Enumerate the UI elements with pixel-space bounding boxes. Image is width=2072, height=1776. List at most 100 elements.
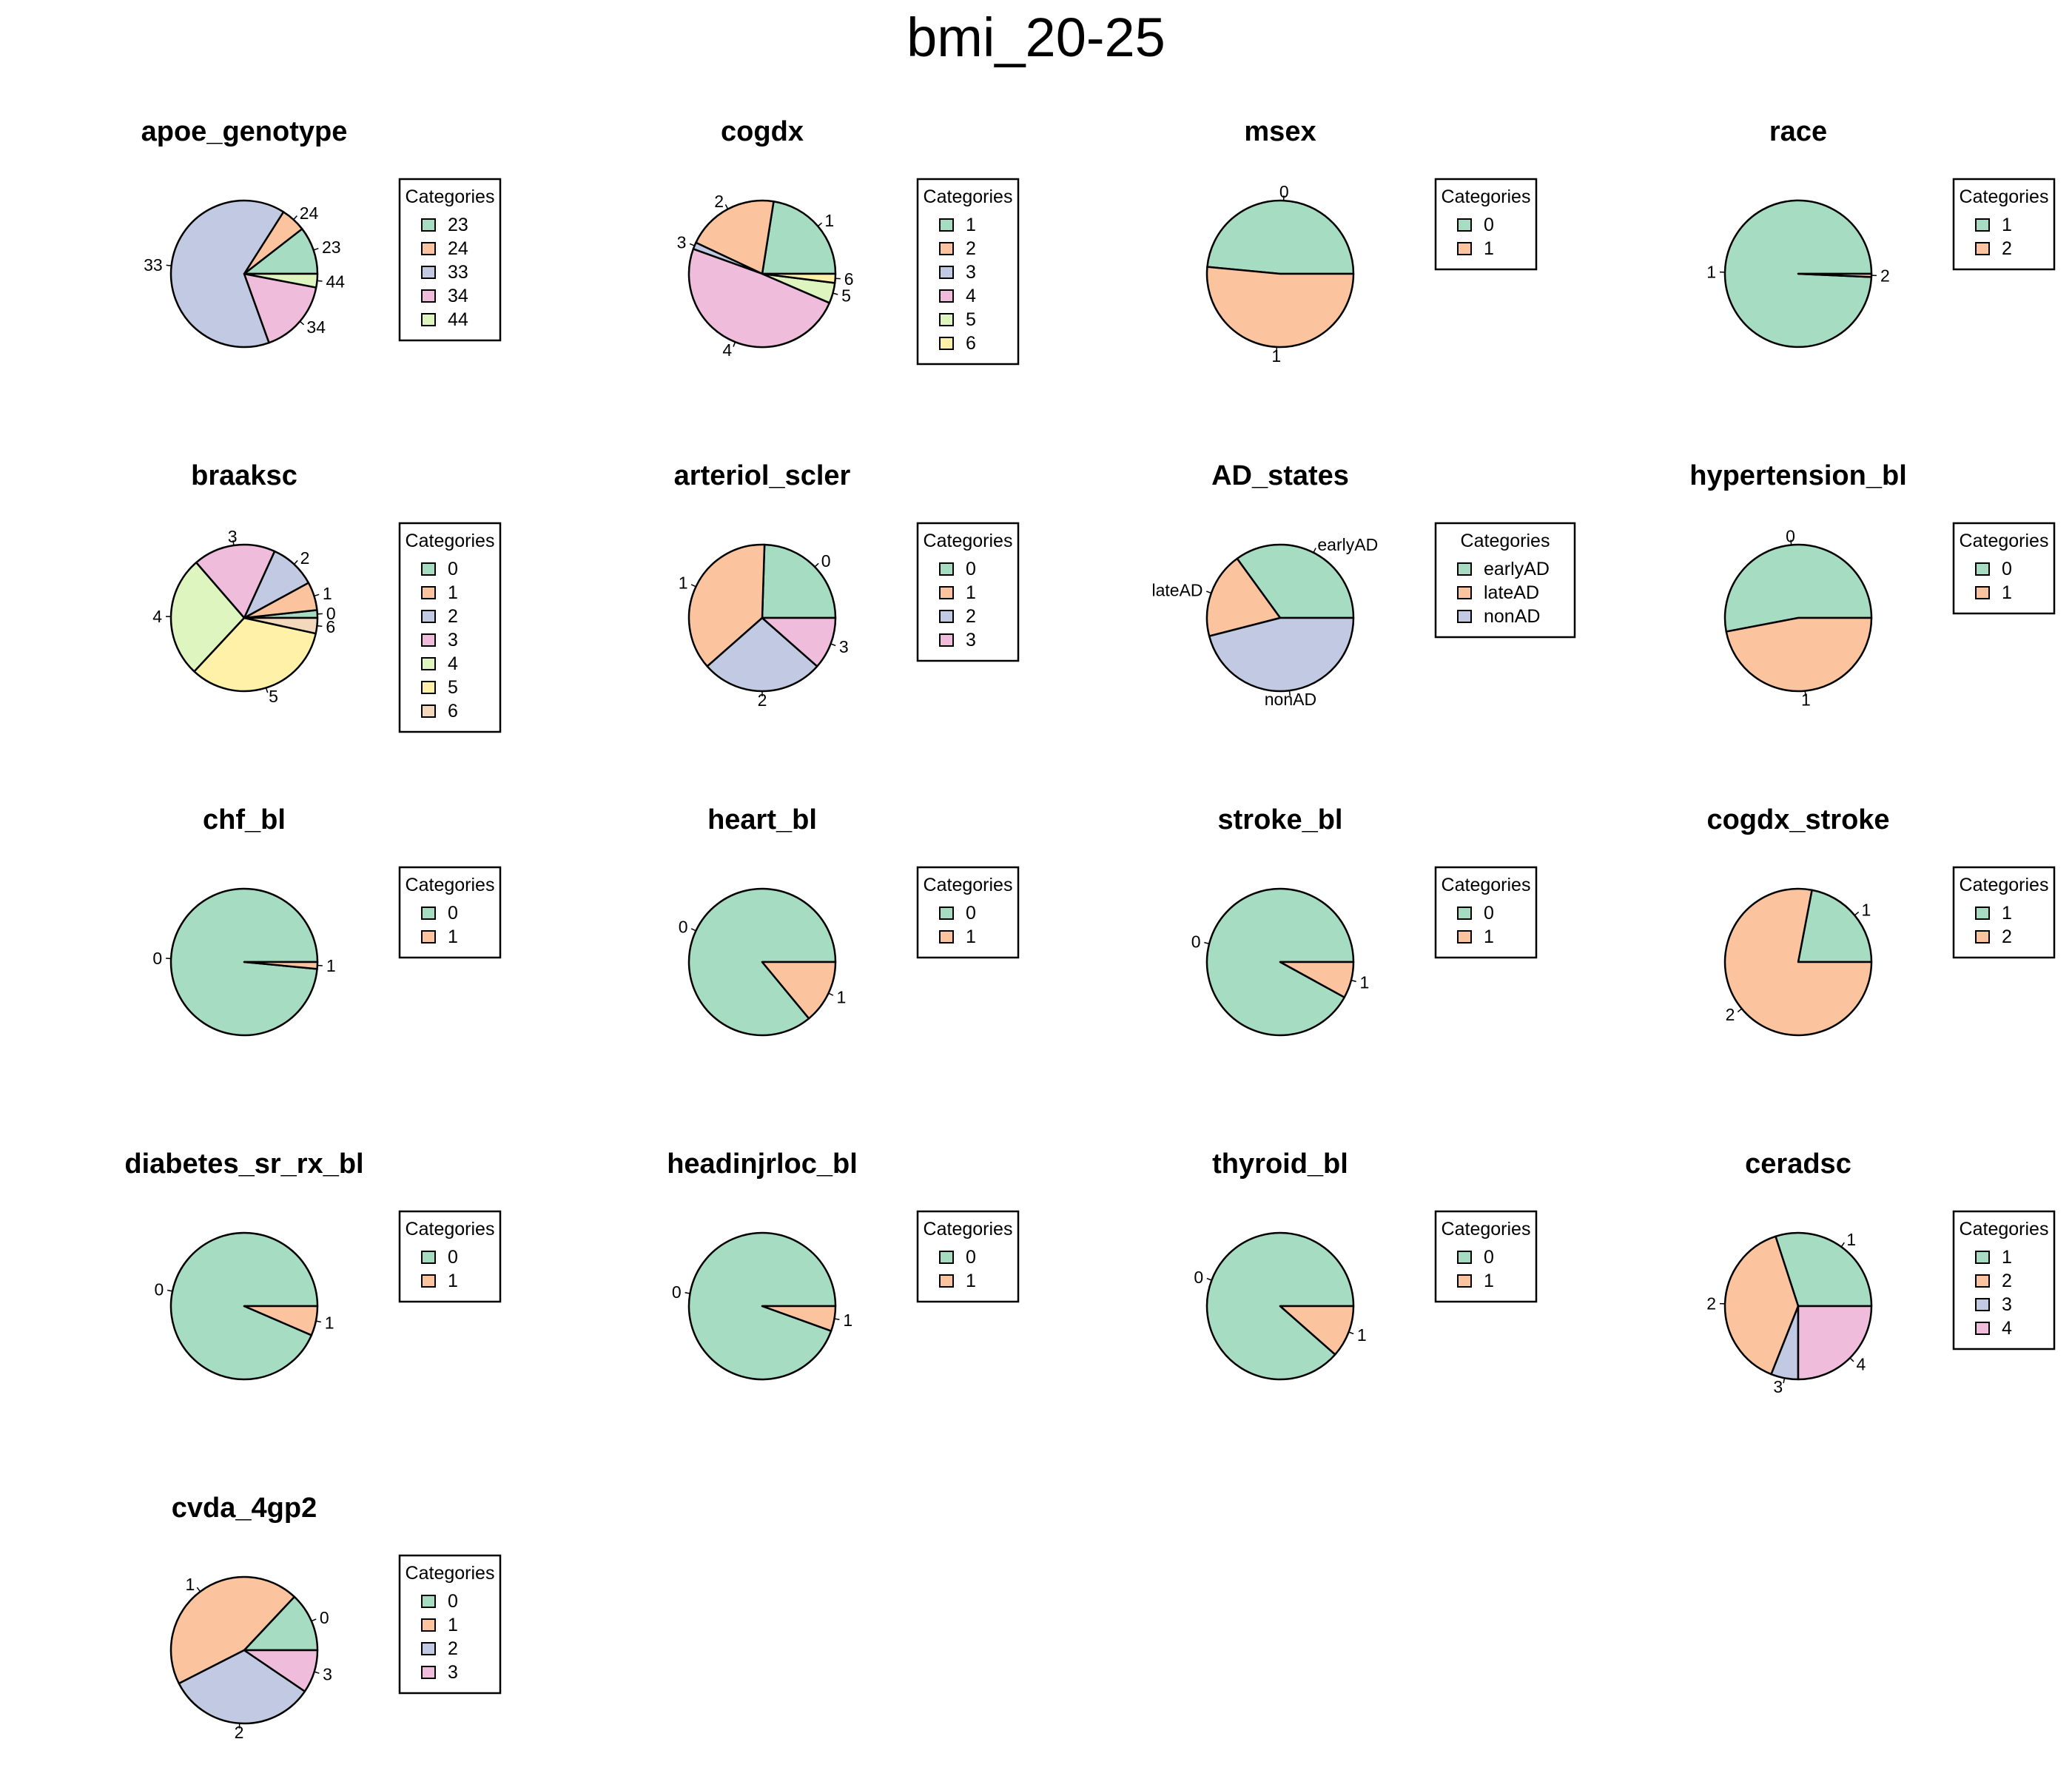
- slice-label: 33: [144, 255, 163, 275]
- legend-title: Categories: [1442, 1219, 1531, 1240]
- panel-title: thyroid_bl: [1212, 1148, 1348, 1180]
- legend-swatch: [1457, 562, 1472, 576]
- panel-title: race: [1769, 116, 1827, 147]
- slice-label-tick: [314, 593, 320, 597]
- slice-label: 3: [839, 637, 849, 656]
- legend-swatch: [1457, 906, 1472, 920]
- legend-swatch: [421, 1274, 436, 1288]
- pie-panel-thyroid-bl: thyroid_bl 0 1 Categories 0 1: [1194, 1148, 1538, 1381]
- legend-entry: 5: [966, 309, 976, 330]
- slice-label-tick: [311, 1618, 317, 1622]
- slice-label-tick: [293, 215, 297, 221]
- slice-label: 0: [821, 551, 831, 571]
- legend: Categories 23 24 33 34 44: [398, 178, 502, 342]
- pie-slice-1: [1279, 1305, 1355, 1356]
- legend-swatch: [1457, 218, 1472, 232]
- panel-title: msex: [1244, 116, 1316, 147]
- slice-label: 3: [1773, 1377, 1783, 1396]
- legend-box: [916, 522, 1020, 662]
- legend-swatch: [1457, 930, 1472, 944]
- legend-entry: 1: [2002, 903, 2012, 924]
- legend-swatch: [939, 930, 954, 944]
- slice-label: 3: [228, 527, 238, 546]
- pie-panel-ceradsc: ceradsc 1 2 3 4 Categories 1 2 3 4: [1706, 1148, 2056, 1396]
- legend-box: [916, 866, 1020, 959]
- legend: Categories 0 1: [1434, 1210, 1538, 1303]
- legend-entry: 2: [966, 606, 976, 627]
- legend-swatch: [939, 1274, 954, 1288]
- pie-slice-1: [1725, 616, 1873, 693]
- pie-slice-0: [243, 1595, 319, 1652]
- legend-swatch: [1975, 242, 1990, 255]
- legend-entry: 1: [966, 926, 976, 947]
- legend-swatch: [1457, 586, 1472, 599]
- legend-swatch: [1975, 906, 1990, 920]
- legend-swatch: [421, 681, 436, 694]
- legend-swatch: [421, 562, 436, 576]
- panel-title: braaksc: [191, 460, 297, 491]
- pie-panel-race: race 1 2 Categories 1 2: [1706, 116, 2056, 349]
- legend-title: Categories: [1461, 531, 1550, 551]
- slice-label-tick: [1737, 1008, 1743, 1013]
- slice-label: 2: [1880, 266, 1890, 285]
- slice-label-tick: [1288, 690, 1291, 696]
- legend-swatch: [421, 906, 436, 920]
- slice-label-tick: [1206, 591, 1212, 594]
- legend-entry: 3: [966, 262, 976, 283]
- slice-label-tick: [1204, 941, 1210, 945]
- legend-entry: 2: [448, 606, 458, 627]
- slice-label: 1: [679, 574, 688, 593]
- panel-title: stroke_bl: [1218, 804, 1343, 835]
- legend-swatch: [1457, 1251, 1472, 1264]
- panel-title: cogdx_stroke: [1706, 804, 1889, 835]
- slice-label: 0: [1191, 932, 1201, 951]
- legend-entry: 3: [448, 1662, 458, 1683]
- legend-entry: 0: [1484, 1247, 1494, 1268]
- legend-swatch: [421, 242, 436, 255]
- legend-box: [1952, 866, 2056, 959]
- legend-title: Categories: [1442, 186, 1531, 207]
- panel-title: cvda_4gp2: [172, 1493, 317, 1524]
- legend: Categories 0 1: [1952, 522, 2056, 615]
- slice-label: 1: [1357, 1325, 1367, 1345]
- slice-label-tick: [166, 264, 172, 266]
- slice-label: 34: [306, 317, 326, 337]
- slice-label: 4: [152, 607, 162, 626]
- pie-slice-1: [761, 200, 837, 275]
- pie-panel-msex: msex 0 1 Categories 0 1: [1205, 116, 1538, 366]
- legend-box: [1952, 178, 2056, 271]
- legend-entry: 0: [966, 903, 976, 924]
- legend: Categories 1 2 3 4: [1952, 1210, 2056, 1350]
- slice-label: 5: [841, 286, 851, 305]
- pie-slice-nonad: [1208, 616, 1355, 693]
- slice-label-tick: [313, 247, 319, 251]
- legend-entry: 1: [2002, 215, 2012, 235]
- legend: Categories earlyAD lateAD nonAD: [1434, 522, 1576, 639]
- legend-swatch: [939, 289, 954, 303]
- slice-label: 1: [1846, 1230, 1856, 1249]
- legend-swatch: [939, 610, 954, 623]
- legend-title: Categories: [1442, 875, 1531, 895]
- legend-entry: earlyAD: [1484, 559, 1550, 579]
- legend-swatch: [1975, 1251, 1990, 1264]
- slice-label: 0: [155, 1279, 164, 1299]
- legend-entry: 2: [2002, 1271, 2012, 1291]
- legend-swatch: [1975, 562, 1990, 576]
- slice-label-tick: [817, 222, 823, 227]
- legend-entry: 34: [448, 286, 468, 306]
- slice-label-tick: [1849, 1357, 1854, 1362]
- pie-panel-hypertension-bl: hypertension_bl 0 1 Categories 0 1: [1689, 460, 2056, 710]
- pie-slice-0: [761, 543, 837, 619]
- legend-swatch: [939, 633, 954, 647]
- pie-slice-2: [1797, 272, 1873, 278]
- slice-label: 0: [672, 1282, 682, 1302]
- pie-slice-34: [243, 272, 317, 344]
- slice-label-tick: [733, 341, 736, 347]
- slice-label-tick: [1206, 1277, 1212, 1281]
- legend-entry: lateAD: [1484, 582, 1539, 603]
- legend-entry: 0: [448, 1591, 458, 1612]
- legend-entry: 24: [448, 238, 468, 259]
